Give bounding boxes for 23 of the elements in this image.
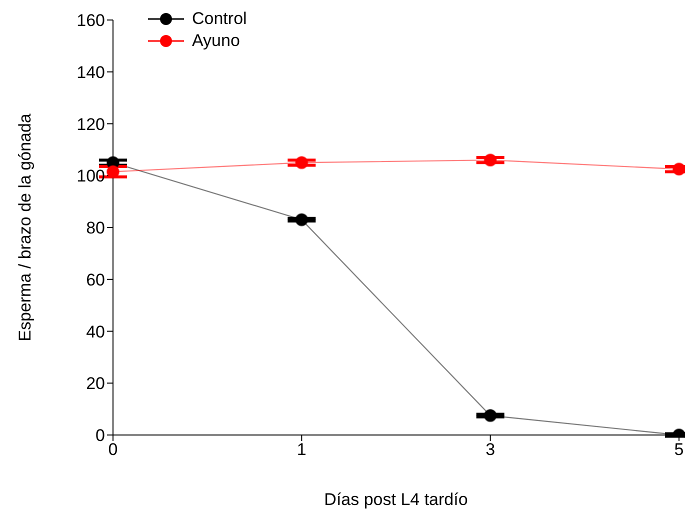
y-tick-label: 120	[76, 114, 105, 134]
point	[295, 156, 308, 170]
y-tick-label: 140	[76, 62, 105, 82]
y-tick-label: 160	[76, 11, 105, 30]
y-tick-label: 40	[86, 322, 105, 342]
point	[106, 165, 120, 178]
x-axis-title: Días post L4 tardío	[324, 490, 468, 509]
point	[672, 162, 685, 176]
x-tick-label: 1	[296, 440, 306, 460]
y-tick-label: 20	[86, 374, 105, 394]
x-tick-label: 5	[674, 440, 684, 460]
y-tick-label: 100	[76, 166, 105, 186]
legend-label: Control	[192, 9, 247, 29]
point	[484, 408, 497, 422]
point	[295, 213, 308, 226]
y-axis-title: Esperma / brazo de la gónada	[16, 113, 35, 342]
y-tick-label: 60	[86, 270, 105, 290]
legend-label: Ayuno	[192, 31, 240, 51]
y-tick-label: 80	[86, 218, 105, 238]
point	[484, 153, 497, 167]
x-tick-label: 3	[486, 440, 496, 460]
x-tick-label: 0	[108, 440, 118, 460]
y-tick-label: 0	[96, 426, 105, 446]
